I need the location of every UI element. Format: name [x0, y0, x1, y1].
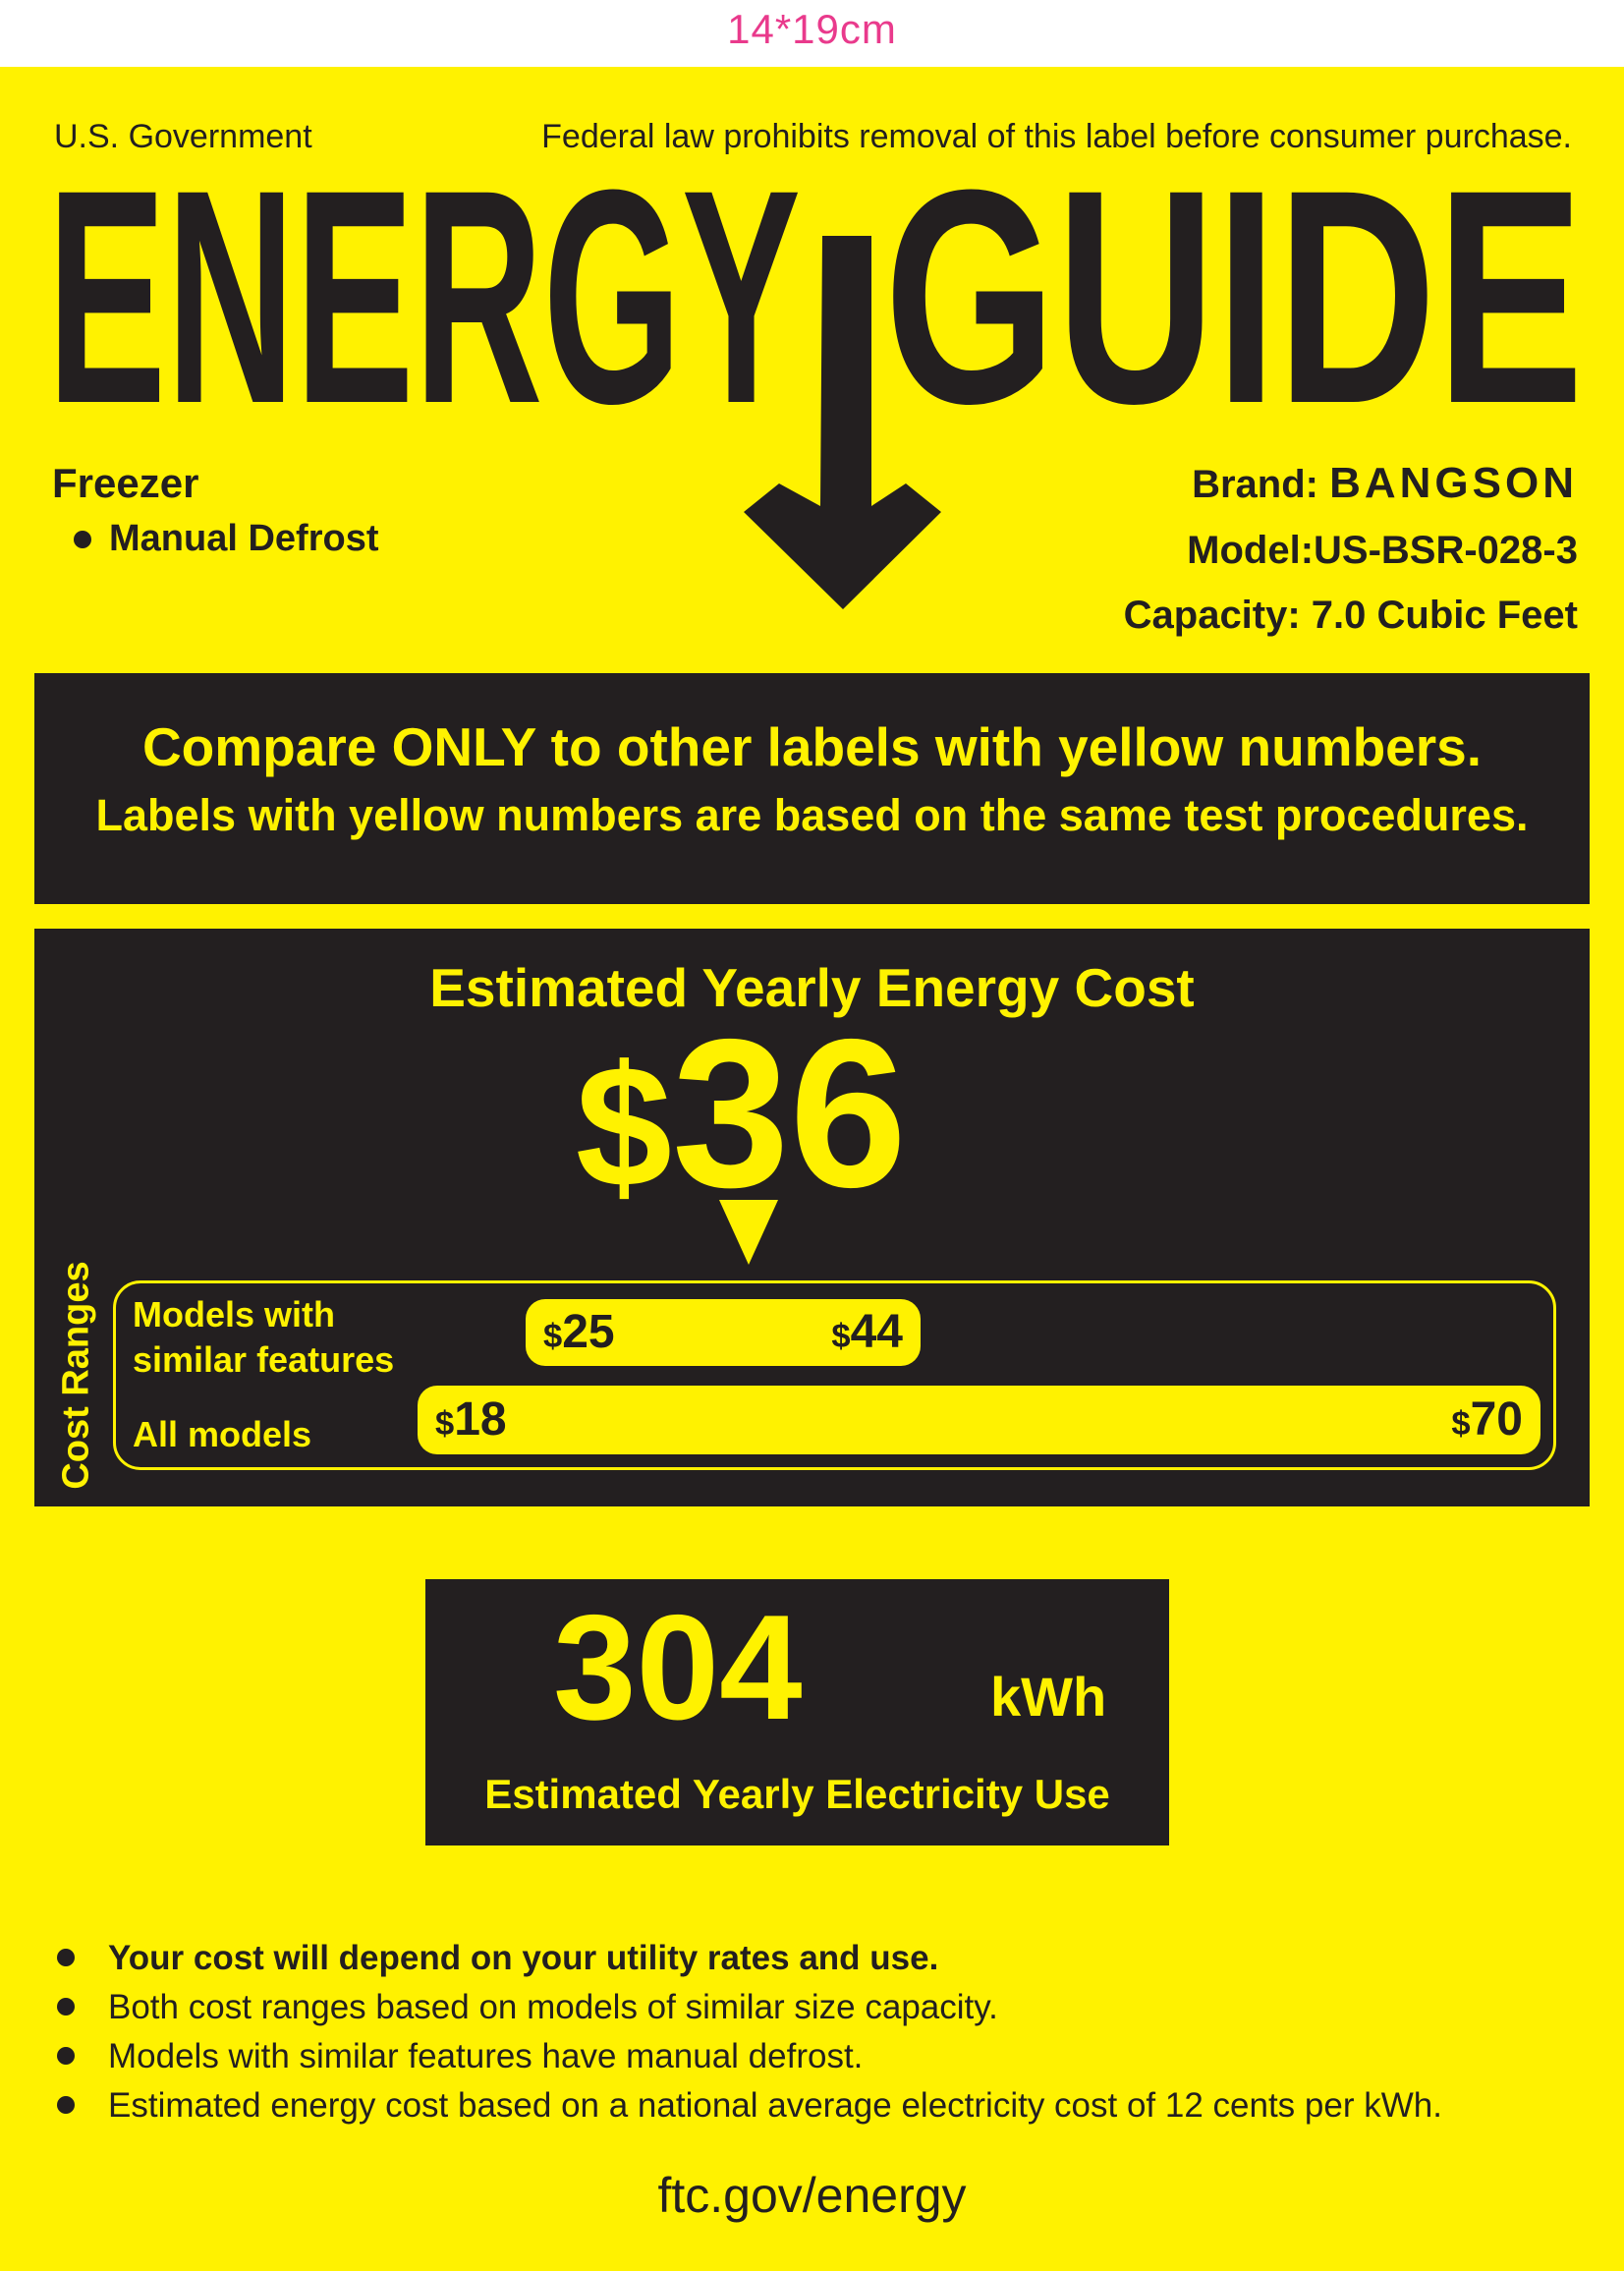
- cost-value: $36: [0, 1007, 1519, 1219]
- product-feature-label: Manual Defrost: [109, 518, 379, 559]
- model-line: Model:US-BSR-028-3: [1187, 529, 1578, 572]
- usage-unit: kWh: [990, 1666, 1107, 1728]
- all-models-label-line1: All models: [133, 1414, 312, 1454]
- cost-ranges-axis: Cost Ranges: [42, 1261, 111, 1489]
- energyguide-logo: ENERGY GUIDE: [47, 182, 1584, 609]
- all-models-max: $70: [1451, 1396, 1523, 1444]
- footnote-row: Your cost will depend on your utility ra…: [57, 1941, 1442, 1975]
- footnote-row: Models with similar features have manual…: [57, 2039, 1442, 2073]
- similar-models-label: Models with similar features: [133, 1292, 394, 1383]
- usage-value: 304: [553, 1584, 803, 1751]
- down-arrow-icon: [744, 236, 941, 609]
- brand-line: Brand: BANGSON: [1124, 462, 1578, 505]
- currency-symbol: $: [435, 1405, 455, 1443]
- footnote-text: Estimated energy cost based on a nationa…: [108, 2086, 1442, 2125]
- cost-amount: 36: [671, 994, 908, 1231]
- min-value: 25: [562, 1306, 615, 1358]
- us-government-text: U.S. Government: [54, 118, 312, 155]
- all-models-range-bar: $18 $70: [418, 1386, 1540, 1454]
- compare-headline: Compare ONLY to other labels with yellow…: [141, 716, 1483, 777]
- footnote-text: Both cost ranges based on models of simi…: [108, 1988, 998, 2026]
- max-value: 44: [850, 1306, 903, 1358]
- brand-label: Brand:: [1192, 463, 1330, 506]
- bullet-icon: [74, 530, 91, 548]
- currency-symbol: $: [1451, 1405, 1471, 1443]
- cost-title: Estimated Yearly Energy Cost: [429, 957, 1195, 1018]
- similar-models-min: $25: [543, 1309, 615, 1356]
- bullet-icon: [57, 2047, 75, 2065]
- currency-symbol: $: [831, 1318, 851, 1355]
- currency-symbol: $: [543, 1318, 563, 1355]
- yearly-cost-box: Estimated Yearly Energy Cost $36 Cost Ra…: [34, 929, 1590, 1506]
- federal-law-text: Federal law prohibits removal of this la…: [541, 118, 1572, 155]
- footnote-row: Both cost ranges based on models of simi…: [57, 1990, 1442, 2024]
- max-value: 70: [1470, 1393, 1523, 1446]
- product-type: Freezer: [52, 460, 199, 506]
- compare-subline: Labels with yellow numbers are based on …: [95, 789, 1529, 840]
- ftc-url: ftc.gov/energy: [657, 2168, 967, 2223]
- min-value: 18: [454, 1393, 507, 1446]
- capacity-line: Capacity: 7.0 Cubic Feet: [1123, 594, 1578, 637]
- logo-word-guide: GUIDE: [884, 182, 1584, 467]
- bullet-icon: [57, 2096, 75, 2114]
- bullet-icon: [57, 1998, 75, 2016]
- product-feature: Manual Defrost: [74, 518, 378, 560]
- footnote-text: Your cost will depend on your utility ra…: [108, 1939, 939, 1977]
- usage-caption: Estimated Yearly Electricity Use: [484, 1771, 1110, 1817]
- currency-symbol: $: [575, 1030, 672, 1223]
- logo-word-energy: ENERGY: [47, 182, 801, 467]
- all-models-label: All models: [133, 1412, 311, 1457]
- footnote-row: Estimated energy cost based on a nationa…: [57, 2088, 1442, 2123]
- brand-block: Brand: BANGSON Model:US-BSR-028-3 Capaci…: [1124, 462, 1578, 660]
- size-note: 14*19cm: [727, 6, 897, 52]
- electricity-use-box: 304 kWh Estimated Yearly Electricity Use: [425, 1579, 1169, 1845]
- brand-name: BANGSON: [1329, 459, 1578, 507]
- footnotes: Your cost will depend on your utility ra…: [57, 1941, 1442, 2137]
- footnote-text: Models with similar features have manual…: [108, 2037, 864, 2075]
- cost-ranges-frame: [113, 1280, 1556, 1470]
- similar-models-label-line2: similar features: [133, 1339, 395, 1381]
- all-models-min: $18: [435, 1396, 507, 1444]
- similar-models-range-bar: $25 $44: [526, 1299, 921, 1366]
- cost-ranges-label: Cost Ranges: [55, 1261, 97, 1490]
- cost-pointer-icon: [719, 1200, 778, 1265]
- similar-models-max: $44: [831, 1309, 903, 1356]
- bullet-icon: [57, 1949, 75, 1966]
- compare-box: Compare ONLY to other labels with yellow…: [34, 673, 1590, 904]
- similar-models-label-line1: Models with: [133, 1294, 335, 1334]
